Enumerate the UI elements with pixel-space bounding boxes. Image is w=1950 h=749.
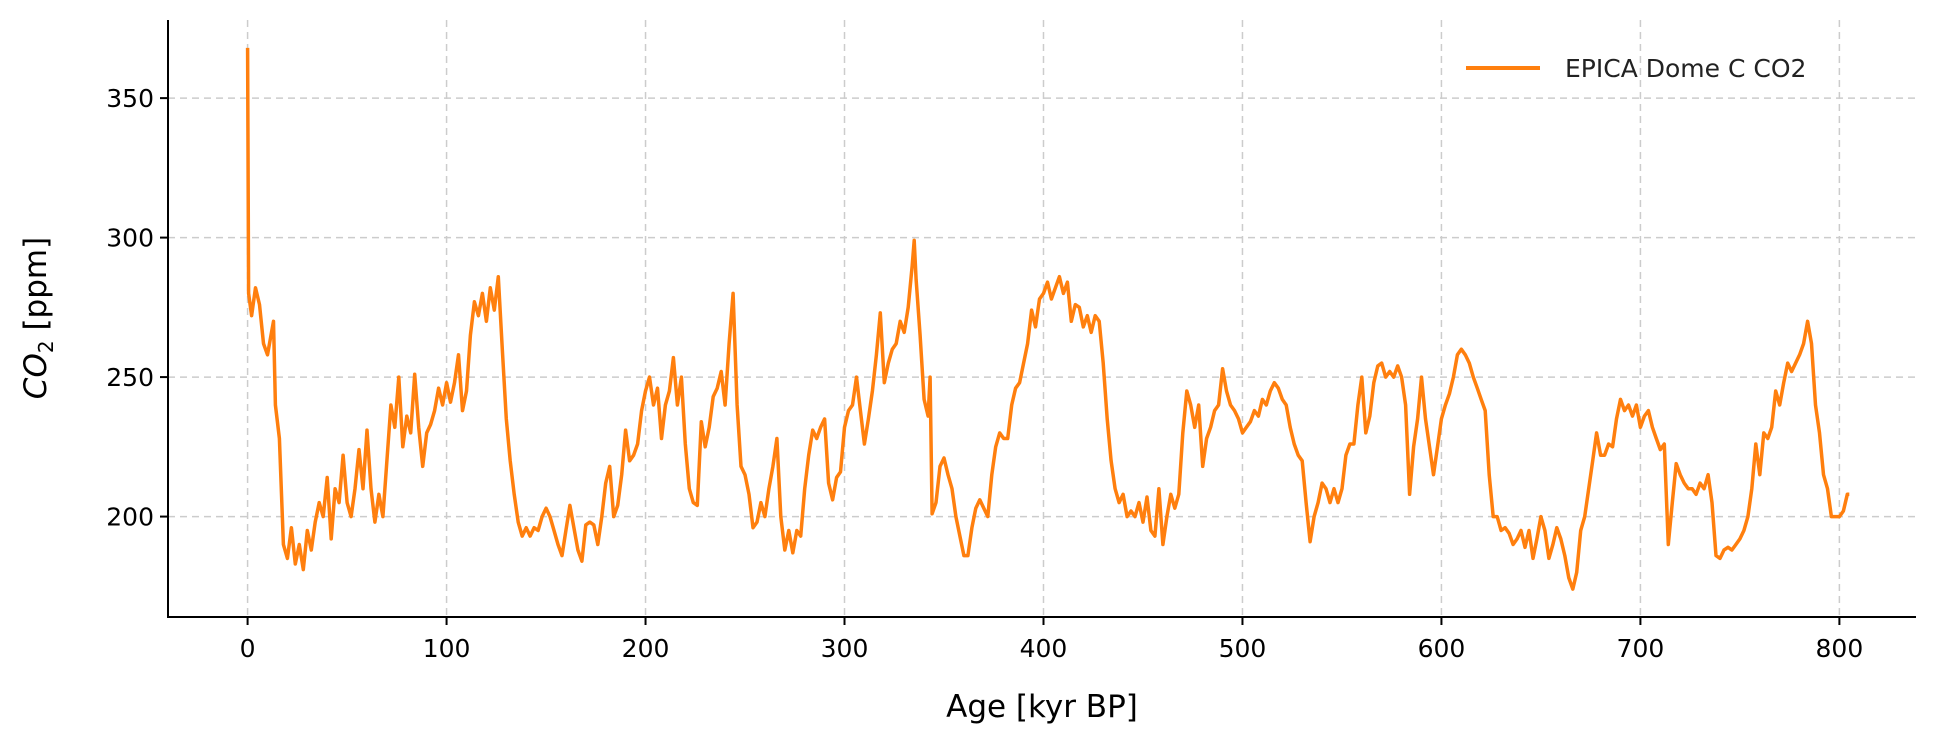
series-line-epica-co2 [245,47,1850,591]
x-tick-label: 200 [622,634,670,663]
x-tick-label: 300 [821,634,869,663]
x-axis-ticks: 0 100 200 300 400 500 600 700 800 [240,617,1864,663]
x-axis-label: Age [kyr BP] [946,689,1138,725]
y-axis-label-subscript: 2 [34,340,58,353]
x-tick-label: 700 [1617,634,1665,663]
grid-lines [168,20,1915,617]
x-tick-label: 600 [1418,634,1466,663]
y-axis-label-main: CO [18,353,54,399]
series-layer [245,47,1850,591]
y-tick-label: 350 [106,84,154,113]
y-tick-label: 300 [106,224,154,253]
y-tick-label: 200 [106,503,154,532]
y-axis-ticks: 200 250 300 350 [106,84,168,532]
x-tick-label: 400 [1020,634,1068,663]
x-tick-label: 0 [240,634,256,663]
legend-label: EPICA Dome C CO2 [1565,54,1806,83]
legend: EPICA Dome C CO2 [1466,54,1806,83]
x-tick-label: 800 [1816,634,1864,663]
x-tick-label: 500 [1219,634,1267,663]
x-tick-label: 100 [423,634,471,663]
y-axis-label: CO2 [ppm] [18,237,58,399]
y-axis-label-unit: [ppm] [18,237,54,341]
y-tick-label: 250 [106,363,154,392]
